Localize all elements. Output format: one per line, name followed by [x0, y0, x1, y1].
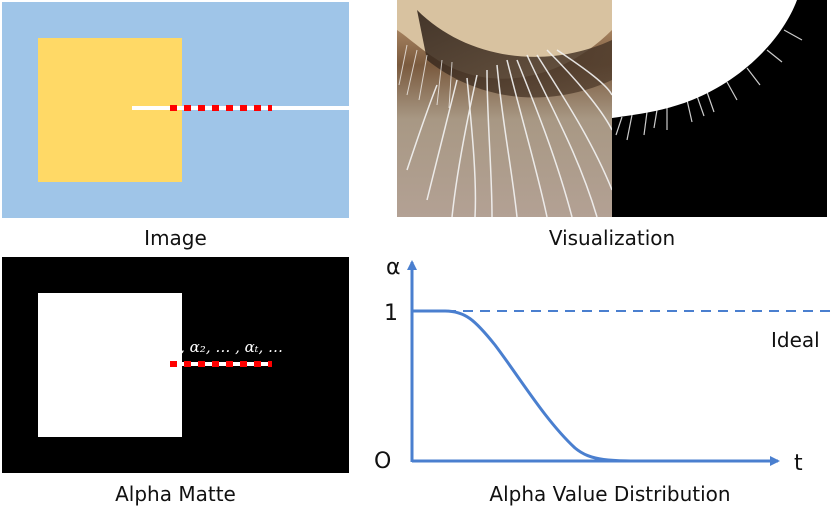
y-tick-origin: O: [374, 449, 391, 474]
alpha-distribution-graph: α 1 O t Ideal: [374, 255, 831, 476]
visualization-caption: Visualization: [548, 226, 676, 250]
alpha-sequence-label: α₁, α₂, … , αₜ, …: [164, 338, 284, 356]
image-panel: [2, 2, 349, 218]
alpha-distribution-caption: Alpha Value Distribution: [489, 482, 731, 506]
alpha-matte-caption: Alpha Matte: [115, 482, 236, 506]
whisker-matte: [612, 0, 827, 217]
ideal-label: Ideal: [771, 328, 820, 352]
alpha-matte-panel: [2, 257, 349, 473]
y-axis-label: α: [386, 255, 401, 280]
image-caption: Image: [144, 226, 207, 250]
white-square: [38, 293, 182, 437]
whisker-photo-art: [397, 0, 612, 217]
y-tick-one: 1: [384, 301, 398, 326]
whisker-photo: [397, 0, 612, 217]
x-axis-label: t: [794, 451, 803, 476]
alpha-curve: [412, 309, 671, 463]
whisker-matte-art: [612, 0, 827, 217]
